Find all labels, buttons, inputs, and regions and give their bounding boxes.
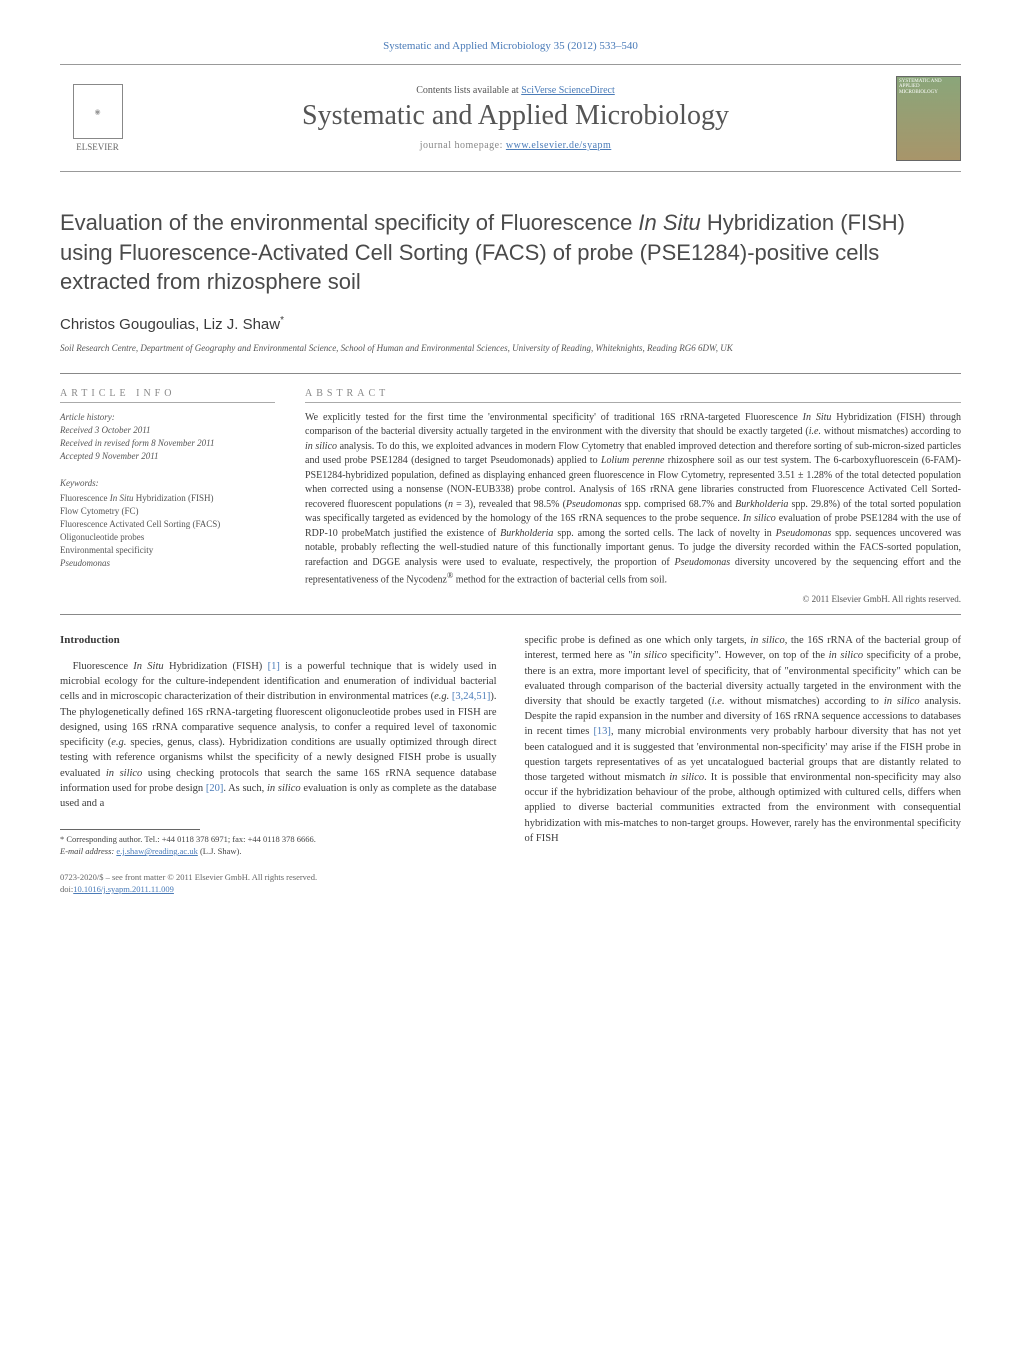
abstract-column: abstract We explicitly tested for the fi…	[305, 388, 961, 604]
doi-link[interactable]: 10.1016/j.syapm.2011.11.009	[73, 884, 174, 894]
keywords-label: Keywords:	[60, 477, 275, 490]
elsevier-label: ELSEVIER	[76, 142, 119, 152]
article-title: Evaluation of the environmental specific…	[60, 208, 961, 297]
elsevier-tree-icon: ◉	[73, 84, 123, 139]
journal-name: Systematic and Applied Microbiology	[135, 100, 896, 132]
keywords-block: Keywords: Fluorescence In Situ Hybridiza…	[60, 477, 275, 570]
affiliation: Soil Research Centre, Department of Geog…	[60, 343, 961, 355]
keyword: Environmental specificity	[60, 544, 275, 557]
corresponding-email-link[interactable]: e.j.shaw@reading.ac.uk	[116, 846, 197, 856]
introduction-heading: Introduction	[60, 633, 497, 649]
history-revised: Received in revised form 8 November 2011	[60, 437, 275, 450]
history-received: Received 3 October 2011	[60, 424, 275, 437]
body-paragraph: specific probe is defined as one which o…	[525, 633, 962, 846]
abstract-label: abstract	[305, 388, 961, 403]
history-accepted: Accepted 9 November 2011	[60, 450, 275, 463]
article-info-column: article info Article history: Received 3…	[60, 388, 275, 604]
authors: Christos Gougoulias, Liz J. Shaw*	[60, 315, 961, 333]
abstract-copyright: © 2011 Elsevier GmbH. All rights reserve…	[305, 594, 961, 604]
journal-cover-thumbnail: SYSTEMATIC AND APPLIED MICROBIOLOGY	[896, 76, 961, 161]
footer-meta: 0723-2020/$ – see front matter © 2011 El…	[60, 872, 961, 896]
sciencedirect-link[interactable]: SciVerse ScienceDirect	[521, 85, 615, 96]
body-columns: Introduction Fluorescence In Situ Hybrid…	[60, 633, 961, 858]
history-label: Article history:	[60, 411, 275, 424]
masthead-center: Contents lists available at SciVerse Sci…	[135, 85, 896, 151]
front-matter-line: 0723-2020/$ – see front matter © 2011 El…	[60, 872, 961, 884]
masthead: ◉ ELSEVIER Contents lists available at S…	[60, 64, 961, 172]
keyword: Oligonucleotide probes	[60, 531, 275, 544]
keyword: Fluorescence Activated Cell Sorting (FAC…	[60, 518, 275, 531]
contents-available-line: Contents lists available at SciVerse Sci…	[135, 85, 896, 96]
article-history: Article history: Received 3 October 2011…	[60, 411, 275, 463]
body-paragraph: Fluorescence In Situ Hybridization (FISH…	[60, 659, 497, 811]
keyword: Pseudomonas	[60, 557, 275, 570]
elsevier-logo: ◉ ELSEVIER	[60, 73, 135, 163]
keyword: Fluorescence In Situ Hybridization (FISH…	[60, 492, 275, 505]
footnote-separator	[60, 829, 200, 830]
info-abstract-row: article info Article history: Received 3…	[60, 373, 961, 604]
keyword: Flow Cytometry (FC)	[60, 505, 275, 518]
corresponding-author-footnote: * Corresponding author. Tel.: +44 0118 3…	[60, 834, 497, 858]
article-info-label: article info	[60, 388, 275, 403]
journal-homepage-link[interactable]: www.elsevier.de/syapm	[506, 140, 611, 151]
journal-homepage-line: journal homepage: www.elsevier.de/syapm	[135, 140, 896, 151]
abstract-text: We explicitly tested for the first time …	[305, 411, 961, 588]
journal-issue-link[interactable]: Systematic and Applied Microbiology 35 (…	[60, 40, 961, 52]
section-divider	[60, 614, 961, 615]
